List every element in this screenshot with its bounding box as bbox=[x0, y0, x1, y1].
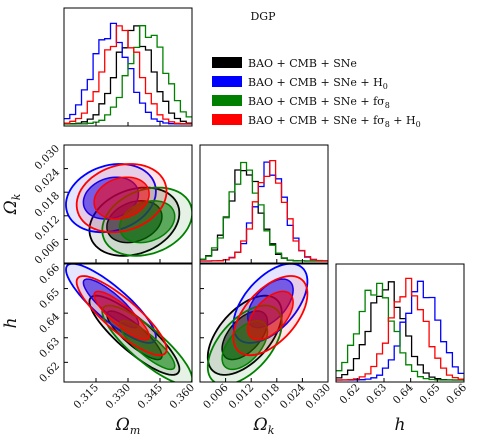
ytick-ok: 0.030 bbox=[32, 143, 62, 173]
legend-label-0: BAO + CMB + SNe bbox=[248, 57, 357, 70]
legend-swatch-0 bbox=[212, 57, 242, 68]
legend: BAO + CMB + SNe BAO + CMB + SNe + H0 BAO +… bbox=[212, 57, 421, 129]
chart-title: DGP bbox=[250, 10, 276, 23]
ylabel-h: h bbox=[1, 318, 21, 329]
xlabel-h: h bbox=[395, 415, 406, 435]
xtick-om: 0.345 bbox=[135, 382, 165, 412]
panel-om-ok bbox=[65, 163, 192, 257]
hist-om bbox=[64, 22, 192, 125]
ytick-h: 0.63 bbox=[37, 335, 62, 360]
hist-ok bbox=[200, 159, 328, 262]
xlabel-om: Ωm bbox=[115, 415, 141, 436]
legend-label-3: BAO + CMB + SNe + fσ8 + H0 bbox=[248, 114, 421, 129]
xtick-om: 0.330 bbox=[103, 382, 133, 412]
xtick-ok: 0.012 bbox=[227, 382, 257, 412]
frame-ok-h bbox=[199, 263, 329, 383]
xtick-ok: 0.006 bbox=[201, 381, 231, 411]
hist-h-series-3 bbox=[336, 277, 464, 381]
ytick-h: 0.65 bbox=[37, 286, 62, 311]
legend-swatch-3 bbox=[212, 114, 242, 125]
xtick-ok: 0.018 bbox=[252, 382, 282, 412]
xtick-om: 0.315 bbox=[71, 382, 101, 412]
ytick-ok: 0.024 bbox=[32, 166, 62, 196]
hist-h-series-1 bbox=[336, 280, 464, 381]
ytick-h: 0.64 bbox=[37, 311, 62, 336]
panel-om-h bbox=[65, 264, 192, 382]
ytick-ok: 0.012 bbox=[32, 213, 62, 243]
xtick-ok: 0.024 bbox=[278, 381, 308, 411]
contour-3-1sigma bbox=[93, 176, 150, 220]
xtick-om: 0.360 bbox=[167, 382, 197, 412]
ylabel-ok: Ωk bbox=[1, 193, 23, 215]
xtick-h: 0.64 bbox=[391, 381, 416, 406]
xtick-h: 0.66 bbox=[444, 381, 469, 406]
contour-3-1sigma bbox=[93, 290, 150, 341]
hist-h-series-2 bbox=[336, 282, 464, 381]
xtick-h: 0.65 bbox=[417, 382, 442, 407]
hist-om-series-2 bbox=[64, 25, 192, 125]
hist-ok-series-2 bbox=[200, 161, 328, 262]
legend-swatch-1 bbox=[212, 76, 242, 87]
hist-ok-series-3 bbox=[200, 159, 328, 262]
frame-ok-ok bbox=[199, 144, 329, 264]
hist-om-series-1 bbox=[64, 22, 192, 125]
legend-swatch-2 bbox=[212, 95, 242, 106]
hist-om-series-3 bbox=[64, 25, 192, 125]
xtick-ok: 0.030 bbox=[303, 382, 333, 412]
contour-3-1sigma bbox=[246, 290, 294, 341]
xlabel-ok: Ωk bbox=[253, 415, 275, 436]
ytick-ok: 0.018 bbox=[32, 190, 62, 220]
xtick-h: 0.63 bbox=[364, 382, 389, 407]
xtick-h: 0.62 bbox=[337, 382, 362, 407]
panel-ok-h bbox=[206, 264, 309, 382]
ytick-ok: 0.006 bbox=[32, 237, 62, 267]
frame-h-h bbox=[335, 263, 465, 383]
panels: 0.315 0.330 0.345 0.360 0.0060.0120.0180.024… bbox=[1, 7, 469, 436]
hist-h-series-0 bbox=[336, 281, 464, 381]
legend-label-1: BAO + CMB + SNe + H0 bbox=[248, 76, 388, 91]
legend-label-2: BAO + CMB + SNe + fσ8 bbox=[248, 95, 390, 110]
hist-h bbox=[336, 277, 464, 381]
ytick-h: 0.62 bbox=[37, 360, 62, 385]
